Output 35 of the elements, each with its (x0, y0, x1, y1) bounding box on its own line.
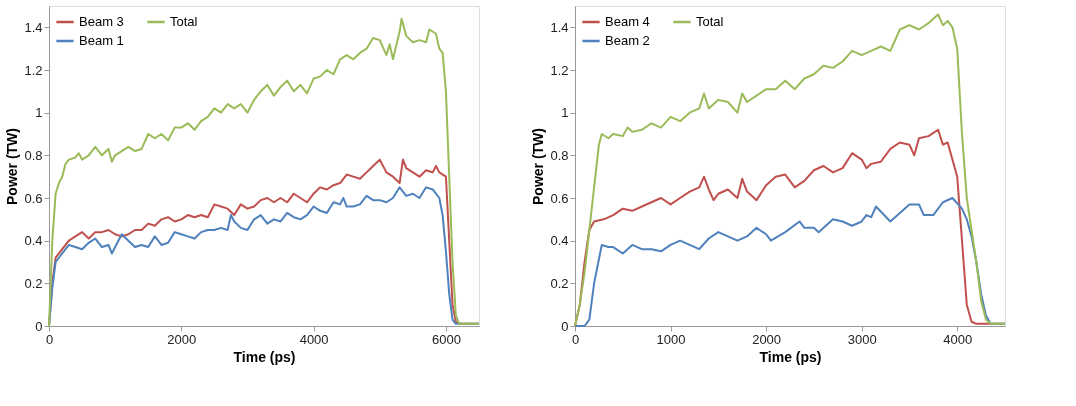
y-tick-label: 0.6 (550, 190, 569, 206)
x-tick-label: 4000 (299, 331, 329, 347)
y-tick-label: 1.4 (24, 19, 43, 35)
x-axis-title: Time (ps) (759, 348, 822, 365)
legend-label: Beam 4 (605, 14, 650, 29)
legend-label: Total (170, 14, 198, 29)
y-tick-label: 1.2 (24, 62, 43, 78)
y-tick-label: 0 (561, 318, 569, 334)
y-axis-title: Power (TW) (4, 128, 21, 205)
y-tick-label: 0.8 (550, 147, 569, 163)
x-axis-title: Time (ps) (233, 348, 296, 365)
legend-label: Beam 1 (79, 33, 124, 48)
y-tick-label: 1.2 (550, 62, 569, 78)
x-tick-label: 3000 (847, 331, 877, 347)
legend-label: Beam 2 (605, 33, 650, 48)
y-tick-label: 1 (35, 105, 43, 121)
x-tick-label: 4000 (943, 331, 973, 347)
y-axis-title: Power (TW) (530, 128, 547, 205)
y-tick-label: 0 (35, 318, 43, 334)
x-tick-label: 2000 (752, 331, 782, 347)
y-tick-label: 1 (561, 105, 569, 121)
y-tick-label: 0.4 (24, 233, 43, 249)
y-tick-label: 0.8 (24, 147, 43, 163)
x-tick-label: 0 (45, 331, 54, 347)
x-tick-label: 1000 (656, 331, 686, 347)
y-tick-label: 0.6 (24, 190, 43, 206)
y-tick-label: 0.4 (550, 233, 569, 249)
x-tick-label: 2000 (167, 331, 197, 347)
x-tick-label: 6000 (431, 331, 461, 347)
y-tick-label: 1.4 (550, 19, 569, 35)
legend-label: Beam 3 (79, 14, 124, 29)
legend-label: Total (696, 14, 724, 29)
y-tick-label: 0.2 (24, 275, 43, 291)
x-tick-label: 0 (571, 331, 580, 347)
y-tick-label: 0.2 (550, 275, 569, 291)
